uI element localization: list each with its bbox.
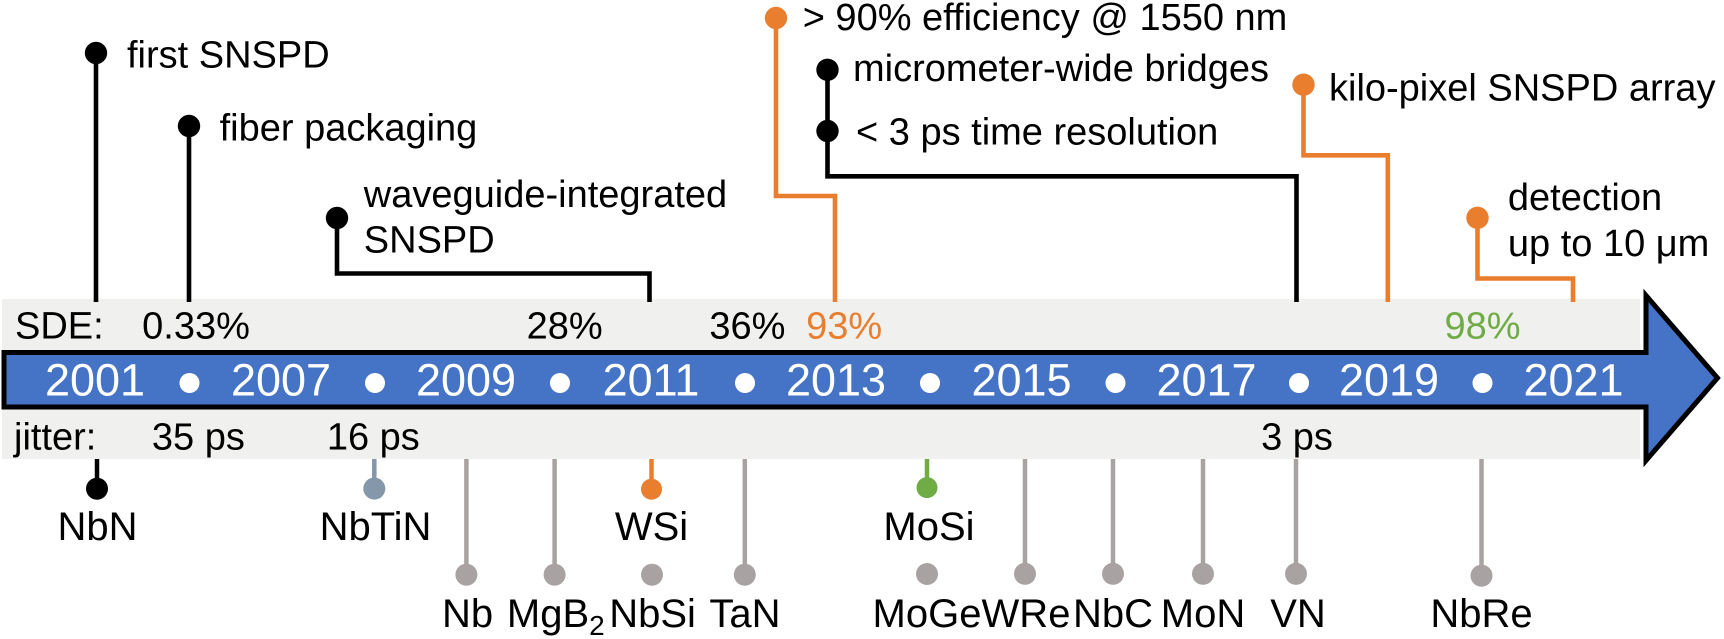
svg-text:kilo-pixel SNSPD array: kilo-pixel SNSPD array <box>1329 67 1715 109</box>
svg-text:WSi: WSi <box>615 505 688 549</box>
svg-text:2001: 2001 <box>45 354 145 405</box>
svg-text:waveguide-integrated: waveguide-integrated <box>363 174 727 216</box>
svg-text:first SNSPD: first SNSPD <box>127 35 330 77</box>
svg-text:MoGe: MoGe <box>873 592 982 636</box>
svg-text:2013: 2013 <box>786 354 886 405</box>
svg-text:micrometer-wide bridges: micrometer-wide bridges <box>853 48 1269 90</box>
svg-text:up to 10 μm: up to 10 μm <box>1508 223 1709 265</box>
svg-text:NbTiN: NbTiN <box>320 505 432 549</box>
svg-text:TaN: TaN <box>709 592 780 636</box>
svg-text:36%: 36% <box>709 306 785 348</box>
svg-text:2009: 2009 <box>416 354 516 405</box>
svg-text:28%: 28% <box>527 306 603 348</box>
svg-text:16 ps: 16 ps <box>327 417 420 459</box>
svg-text:NbC: NbC <box>1073 592 1153 636</box>
svg-text:35 ps: 35 ps <box>152 417 245 459</box>
svg-text:SNSPD: SNSPD <box>364 219 495 261</box>
svg-text:Nb: Nb <box>442 592 493 636</box>
svg-text:93%: 93% <box>806 306 882 348</box>
svg-text:MoN: MoN <box>1161 592 1245 636</box>
svg-text:> 90% efficiency @ 1550 nm: > 90% efficiency @ 1550 nm <box>803 0 1288 39</box>
svg-text:detection: detection <box>1508 177 1662 219</box>
svg-text:2017: 2017 <box>1156 354 1256 405</box>
svg-text:2019: 2019 <box>1339 354 1439 405</box>
svg-text:3 ps: 3 ps <box>1261 417 1333 459</box>
svg-text:NbSi: NbSi <box>609 592 696 636</box>
svg-text:fiber packaging: fiber packaging <box>220 108 478 150</box>
svg-text:< 3 ps time resolution: < 3 ps time resolution <box>856 112 1218 154</box>
svg-text:98%: 98% <box>1444 306 1520 348</box>
svg-text:2007: 2007 <box>231 354 331 405</box>
svg-text:2021: 2021 <box>1523 354 1623 405</box>
svg-text:NbRe: NbRe <box>1430 592 1532 636</box>
svg-text:0.33%: 0.33% <box>142 306 250 348</box>
svg-text:MgB2: MgB2 <box>507 592 605 639</box>
svg-text:NbN: NbN <box>57 505 137 549</box>
svg-text:jitter:: jitter: <box>13 417 96 459</box>
svg-text:SDE:: SDE: <box>15 306 104 348</box>
svg-text:WRe: WRe <box>982 592 1071 636</box>
svg-text:2015: 2015 <box>971 354 1071 405</box>
svg-text:VN: VN <box>1270 592 1326 636</box>
svg-text:MoSi: MoSi <box>883 505 974 549</box>
svg-text:2011: 2011 <box>603 354 700 405</box>
